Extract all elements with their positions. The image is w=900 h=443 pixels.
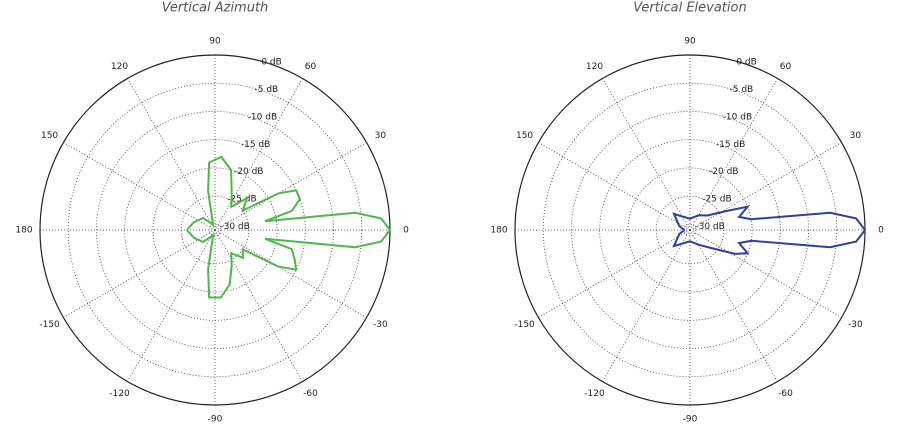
pattern-line <box>672 205 867 255</box>
grid-spoke <box>214 229 367 318</box>
grid-spoke <box>602 229 691 382</box>
theta-tick-label: -120 <box>584 389 605 399</box>
theta-tick-label: 0 <box>878 226 884 236</box>
grid-circle <box>152 167 278 293</box>
grid-circle <box>542 82 838 378</box>
r-tick-label: -5 dB <box>730 85 754 95</box>
grid-circle <box>208 223 222 237</box>
grid-spoke <box>689 142 842 231</box>
grid-spoke <box>538 142 691 231</box>
theta-tick-label: 0 <box>403 226 409 236</box>
theta-tick-label: -150 <box>514 320 535 330</box>
grid-circle <box>571 111 809 349</box>
theta-tick-label: 180 <box>15 226 32 236</box>
theta-tick-label: 120 <box>111 62 128 72</box>
theta-tick-label: 120 <box>586 62 603 72</box>
grid-spoke <box>689 78 778 231</box>
r-tick-label: -10 dB <box>248 112 277 122</box>
theta-tick-label: 150 <box>516 131 533 141</box>
grid-spoke <box>538 229 691 318</box>
grid-spoke <box>689 229 778 382</box>
theta-tick-label: 30 <box>375 131 387 141</box>
theta-tick-label: -30 <box>848 320 863 330</box>
theta-tick-label: -30 <box>373 320 388 330</box>
theta-tick-label: 60 <box>780 62 792 72</box>
grid-spoke <box>214 229 303 382</box>
chart-title: Vertical Azimuth <box>162 1 269 16</box>
r-tick-label: -15 dB <box>716 140 745 150</box>
theta-tick-label: -120 <box>109 389 130 399</box>
r-tick-label: 0 dB <box>736 58 756 68</box>
chart-title: Vertical Elevation <box>633 1 746 16</box>
theta-tick-label: -90 <box>208 415 223 425</box>
grid-spoke <box>602 78 691 231</box>
grid-spoke <box>214 142 367 231</box>
r-tick-label: -15 dB <box>241 140 270 150</box>
grid-circle <box>67 82 363 378</box>
grid-circle <box>96 111 334 349</box>
theta-tick-label: 30 <box>850 131 862 141</box>
grid-spoke <box>127 78 216 231</box>
r-tick-label: -25 dB <box>227 195 256 205</box>
r-tick-label: -5 dB <box>255 85 279 95</box>
grid-spoke <box>214 78 303 231</box>
r-tick-label: 0 dB <box>261 58 281 68</box>
theta-tick-label: 90 <box>209 37 221 47</box>
grid-spoke <box>127 229 216 382</box>
r-tick-label: -30 dB <box>695 222 724 232</box>
theta-tick-label: 60 <box>305 62 317 72</box>
theta-tick-label: 180 <box>490 226 507 236</box>
r-tick-label: -10 dB <box>723 112 752 122</box>
theta-tick-label: 90 <box>684 37 696 47</box>
theta-tick-label: -150 <box>39 320 60 330</box>
theta-tick-label: -90 <box>683 415 698 425</box>
theta-tick-label: 150 <box>41 131 58 141</box>
grid-spoke <box>689 229 842 318</box>
theta-tick-label: -60 <box>303 389 318 399</box>
grid-spoke <box>63 142 216 231</box>
pattern-line <box>186 155 392 299</box>
grid-spoke <box>63 229 216 318</box>
r-tick-label: -30 dB <box>220 222 249 232</box>
r-tick-label: -25 dB <box>702 195 731 205</box>
theta-tick-label: -60 <box>778 389 793 399</box>
